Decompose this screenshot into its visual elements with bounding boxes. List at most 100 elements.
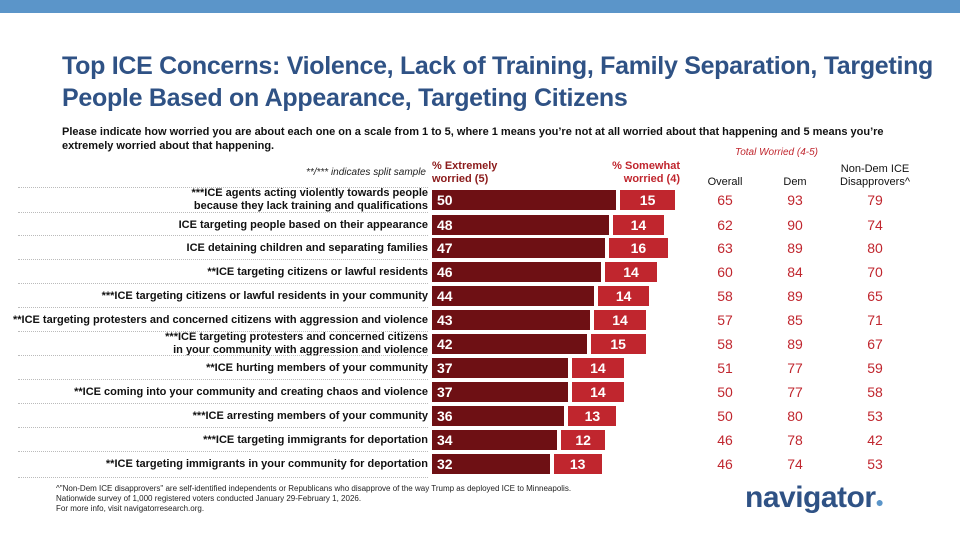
total-worried-label: Total Worried (4-5) (735, 147, 818, 158)
total-worried-value: 58 (717, 336, 733, 352)
bar-extremely: 48 (432, 215, 609, 235)
bar-somewhat: 14 (594, 310, 646, 330)
total-worried-value: 57 (717, 312, 733, 328)
category-label-line: ***ICE agents acting violently towards p… (191, 187, 428, 199)
bar-somewhat: 12 (561, 430, 606, 450)
category-label-line: **ICE targeting protesters and concerned… (12, 313, 428, 326)
category-label-line: ICE targeting people based on their appe… (178, 218, 428, 231)
bar-somewhat: 15 (590, 334, 646, 354)
bar-somewhat: 13 (553, 454, 602, 474)
bar-extremely: 46 (432, 262, 602, 282)
total-worried-value: 78 (787, 432, 803, 448)
total-worried-value: 62 (717, 217, 733, 233)
total-worried-value: 59 (867, 360, 883, 376)
total-worried-value: 70 (867, 264, 883, 280)
total-worried-value: 53 (867, 408, 883, 424)
top-accent-bar (0, 0, 960, 13)
category-label-line: ***ICE targeting protesters and concerne… (165, 331, 428, 343)
row-divider (18, 283, 428, 284)
row-divider (18, 235, 428, 236)
bar-extremely: 44 (432, 286, 594, 306)
row-divider (18, 355, 428, 356)
total-worried-value: 84 (787, 264, 803, 280)
total-worried-value: 46 (717, 456, 733, 472)
category-label: ICE detaining children and separating fa… (187, 242, 428, 255)
category-label: ICE targeting people based on their appe… (179, 219, 428, 232)
footnotes: ^"Non-Dem ICE disapprovers" are self-ide… (56, 484, 571, 514)
total-worried-value: 89 (787, 288, 803, 304)
total-worried-value: 85 (787, 312, 803, 328)
bar-extremely: 34 (432, 430, 558, 450)
col-nondem: Non-Dem ICE Disapprovers^ (840, 163, 910, 188)
category-label: ***ICE agents acting violently towards p… (191, 187, 428, 213)
row-divider (18, 331, 428, 332)
bar-extremely: 50 (432, 190, 616, 210)
total-worried-value: 90 (787, 217, 803, 233)
row-divider (18, 379, 428, 380)
category-label: **ICE coming into your community and cre… (74, 386, 428, 399)
question-text: Please indicate how worried you are abou… (62, 126, 884, 152)
total-worried-value: 50 (717, 408, 733, 424)
total-worried-value: 58 (867, 384, 883, 400)
category-label: **ICE hurting members of your community (206, 362, 428, 375)
total-worried-value: 50 (717, 384, 733, 400)
total-worried-value: 65 (717, 192, 733, 208)
category-label: **ICE targeting citizens or lawful resid… (207, 266, 428, 279)
bar-extremely: 42 (432, 334, 587, 354)
bar-somewhat: 14 (572, 382, 624, 402)
category-label-line: because they lack training and qualifica… (193, 200, 428, 212)
bar-extremely: 32 (432, 454, 550, 474)
legend-somewhat: % Somewhat worried (4) (612, 160, 680, 185)
row-divider (18, 477, 428, 478)
bar-somewhat: 15 (620, 190, 676, 210)
category-label-line: ***ICE arresting members of your communi… (192, 409, 428, 422)
footnote: ^"Non-Dem ICE disapprovers" are self-ide… (56, 484, 572, 493)
category-label: ***ICE arresting members of your communi… (193, 410, 428, 423)
bar-somewhat: 14 (612, 215, 665, 235)
total-worried-value: 80 (787, 408, 803, 424)
total-worried-value: 77 (787, 360, 803, 376)
legend-extremely: % Extremely worried (5) (432, 160, 498, 185)
total-worried-value: 79 (867, 192, 883, 208)
total-worried-value: 65 (867, 288, 883, 304)
row-divider (18, 451, 428, 452)
bar-somewhat: 16 (608, 238, 668, 258)
total-worried-value: 46 (717, 432, 733, 448)
total-worried-value: 58 (717, 288, 733, 304)
page-title: Top ICE Concerns: Violence, Lack of Trai… (62, 52, 934, 112)
total-worried-value: 63 (717, 240, 733, 256)
col-dem: Dem (783, 176, 807, 188)
col-overall: Overall (707, 176, 743, 188)
category-label: **ICE targeting immigrants in your commu… (106, 458, 428, 471)
bar-somewhat: 14 (597, 286, 650, 306)
category-label-line: **ICE hurting members of your community (206, 361, 428, 374)
total-worried-value: 71 (867, 312, 883, 328)
total-worried-value: 80 (867, 240, 883, 256)
total-worried-value: 89 (787, 240, 803, 256)
category-label-line: **ICE targeting immigrants in your commu… (105, 457, 428, 470)
category-label: ***ICE targeting immigrants for deportat… (203, 434, 428, 447)
row-divider (18, 427, 428, 428)
category-label-line: in your community with aggression and vi… (173, 344, 428, 356)
category-label: ***ICE targeting protesters and concerne… (165, 331, 428, 357)
total-worried-value: 60 (717, 264, 733, 280)
category-label: ***ICE targeting citizens or lawful resi… (102, 290, 428, 303)
total-worried-value: 42 (867, 432, 883, 448)
total-worried-value: 89 (787, 336, 803, 352)
total-worried-value: 74 (867, 217, 883, 233)
footnote: Nationwide survey of 1,000 registered vo… (56, 494, 362, 503)
total-worried-value: 93 (787, 192, 803, 208)
navigator-logo: navigator● (745, 481, 884, 515)
bar-extremely: 37 (432, 382, 569, 402)
row-divider (18, 187, 428, 188)
row-divider (18, 403, 428, 404)
bar-extremely: 37 (432, 358, 569, 378)
total-worried-value: 77 (787, 384, 803, 400)
total-worried-value: 74 (787, 456, 803, 472)
bar-somewhat: 14 (572, 358, 624, 378)
row-divider (18, 259, 428, 260)
bar-extremely: 47 (432, 238, 605, 258)
row-divider (18, 212, 428, 213)
bar-somewhat: 14 (605, 262, 657, 282)
category-label-line: **ICE targeting citizens or lawful resid… (207, 265, 428, 278)
